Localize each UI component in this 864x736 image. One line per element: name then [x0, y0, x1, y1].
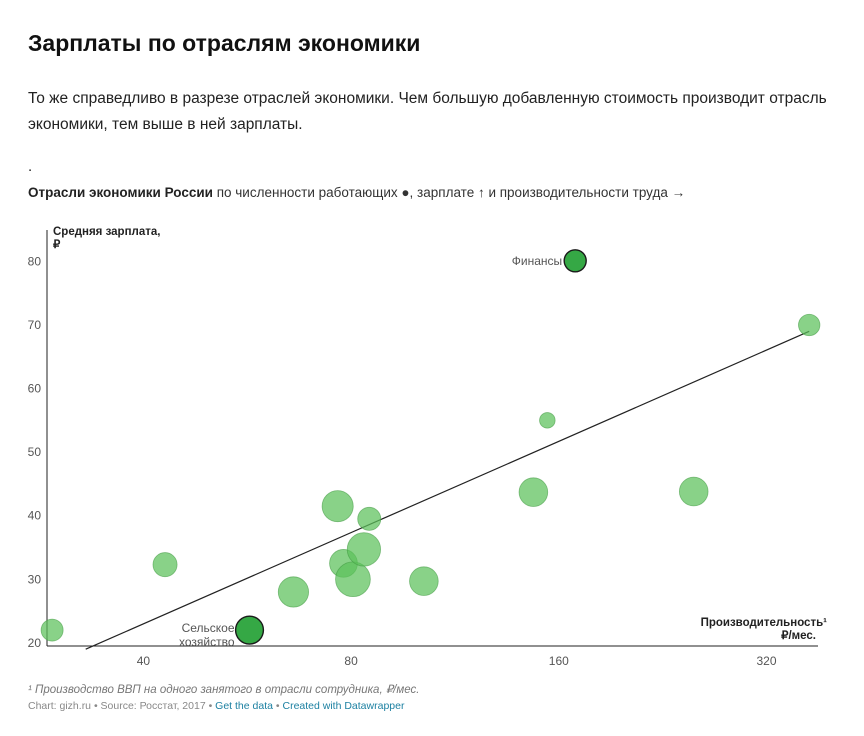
separator-dot: . [28, 158, 33, 175]
data-point [335, 561, 371, 598]
data-point [321, 490, 354, 523]
data-point [277, 576, 309, 608]
datawrapper-link[interactable]: Created with Datawrapper [282, 700, 405, 712]
y-tick-label: 50 [28, 445, 42, 459]
intro-paragraph: То же справедливо в разрезе отраслей эко… [28, 90, 827, 133]
y-tick-label: 60 [28, 382, 42, 396]
x-axis-title-unit: ₽/мес. [781, 630, 816, 642]
highlight-point [563, 249, 587, 273]
y-axis-title-bg [49, 226, 159, 256]
y-axis-title-unit: ₽ [53, 239, 61, 251]
y-tick-label: 80 [28, 254, 42, 268]
data-point [357, 506, 382, 531]
y-tick-label: 40 [28, 509, 42, 523]
y-tick-label: 20 [28, 636, 42, 650]
get-data-link[interactable]: Get the data [215, 700, 273, 712]
point-label-agriculture: Сельское [182, 621, 235, 635]
data-point [678, 476, 709, 507]
data-point [346, 532, 381, 567]
trendline-layer [85, 330, 810, 650]
axes-layer: 20 30 40 50 60 70 80 40 80 160 320 Средняя зарплата… [28, 226, 828, 668]
y-tick-label: 30 [28, 572, 42, 586]
highlight-point [234, 615, 265, 645]
credits-separator: • [272, 700, 283, 712]
credits: Chart: gizh.ru • Source: Росстат, 2017 •… [28, 700, 404, 712]
y-tick-label: 70 [28, 318, 42, 332]
x-tick-label: 160 [549, 654, 569, 668]
data-point [152, 552, 178, 578]
data-point [409, 566, 439, 596]
trend-line [85, 330, 810, 650]
point-label-finance: Финансы [512, 254, 562, 268]
chart-title-bold: Отрасли экономики России [28, 185, 213, 200]
x-axis-title: Производительность¹ [701, 617, 828, 629]
credits-source: Chart: gizh.ru • Source: Росстат, 2017 • [28, 700, 216, 712]
x-tick-label: 40 [137, 654, 151, 668]
chart-title-rest: по численности работающих ●, зарплате ↑ … [212, 185, 686, 200]
data-point [40, 618, 64, 642]
page-title: Зарплаты по отраслям экономики [28, 30, 421, 56]
x-tick-label: 320 [756, 654, 776, 668]
point-label-agriculture-line2: хозяйство [179, 635, 235, 649]
chart-title: Отрасли экономики России по численности … [28, 185, 685, 200]
scatter-chart: 20 30 40 50 60 70 80 40 80 160 320 Средняя зарплата… [28, 226, 828, 668]
y-axis-title: Средняя зарплата, [53, 226, 160, 238]
data-point [798, 313, 821, 337]
footnote: ¹ Производство ВВП на одного занятого в … [28, 684, 420, 696]
data-point [518, 477, 549, 507]
points-layer [40, 249, 821, 645]
data-point [539, 412, 556, 429]
x-tick-label: 80 [344, 654, 358, 668]
